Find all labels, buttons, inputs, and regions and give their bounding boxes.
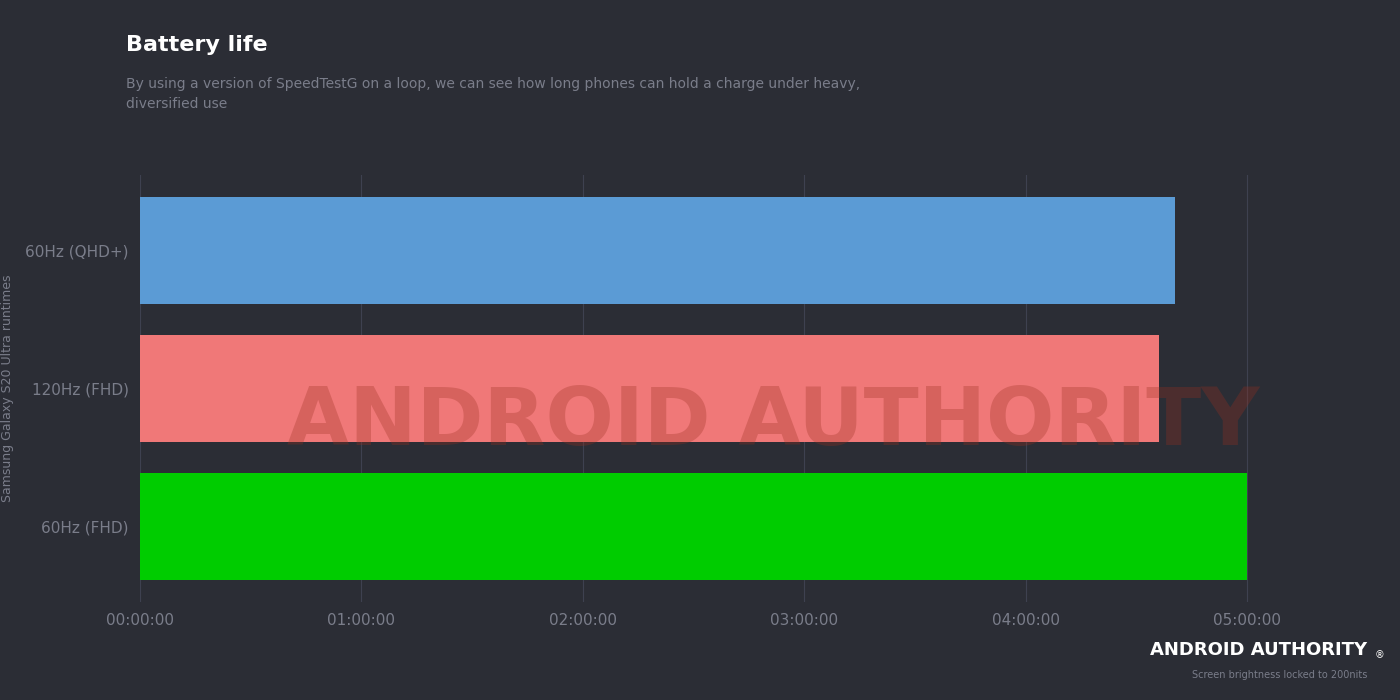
Text: ®: ® <box>1375 650 1385 660</box>
Text: By using a version of SpeedTestG on a loop, we can see how long phones can hold : By using a version of SpeedTestG on a lo… <box>126 77 860 111</box>
Text: Battery life: Battery life <box>126 35 267 55</box>
Y-axis label: Samsung Galaxy S20 Ultra runtimes: Samsung Galaxy S20 Ultra runtimes <box>1 274 14 503</box>
Bar <box>140 473 1247 580</box>
Text: ANDROID AUTHORITY: ANDROID AUTHORITY <box>1149 641 1366 659</box>
Bar <box>140 197 1175 304</box>
Text: ANDROID AUTHORITY: ANDROID AUTHORITY <box>287 384 1260 462</box>
Bar <box>140 335 1159 442</box>
Text: Screen brightness locked to 200nits: Screen brightness locked to 200nits <box>1191 671 1366 680</box>
